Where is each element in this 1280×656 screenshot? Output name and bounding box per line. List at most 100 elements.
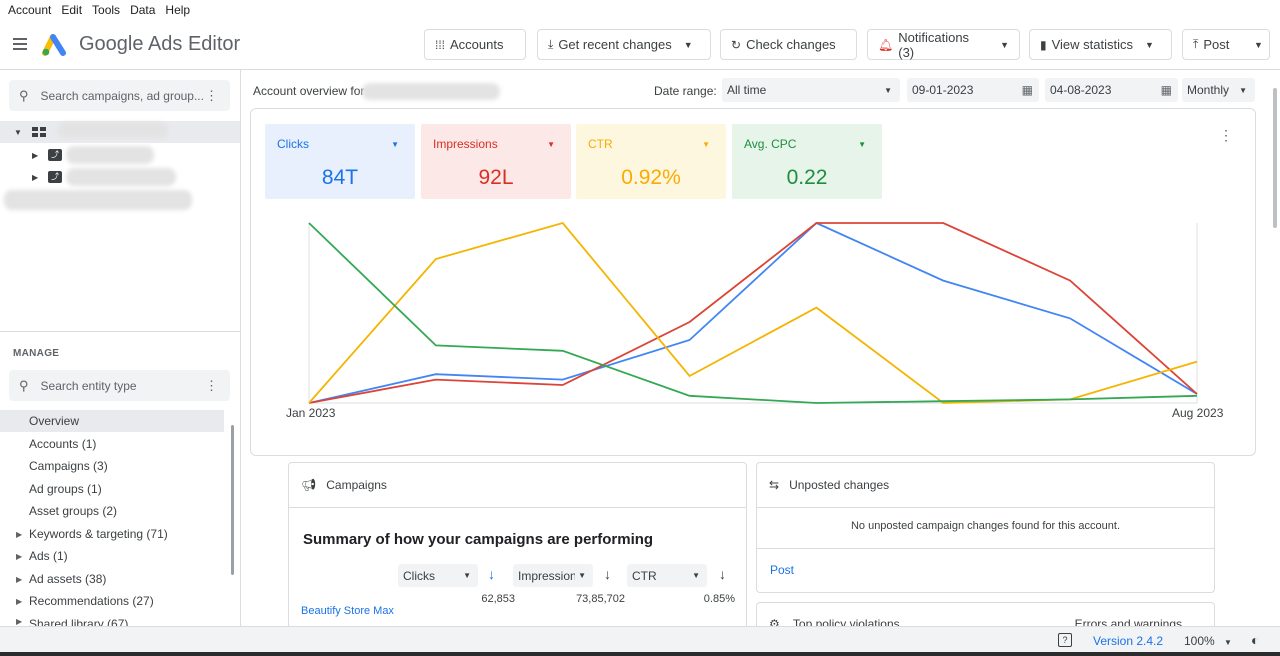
unposted-changes-panel: ⇆ Unposted changes No unposted campaign … xyxy=(756,462,1215,593)
chevron-down-icon: ▼ xyxy=(575,571,586,580)
view-statistics-button[interactable]: ▮ View statistics ▼ xyxy=(1029,29,1172,60)
campaign-search-placeholder: Search campaigns, ad group... xyxy=(40,88,204,103)
more-vert-icon[interactable]: ⋮ xyxy=(1219,127,1233,143)
campaign-tree-item[interactable]: ▶ ⤴ xyxy=(0,166,240,188)
campaign-tree-item[interactable]: ▶ ⤴ xyxy=(0,144,240,166)
sync-icon: ⇆ xyxy=(769,478,780,492)
nav-recommendations[interactable]: ▶ Recommendations (27) xyxy=(0,590,224,612)
hamburger-menu-icon[interactable] xyxy=(13,38,27,50)
version-link[interactable]: Version 2.4.2 xyxy=(1093,634,1164,648)
check-changes-button[interactable]: ↻ Check changes xyxy=(720,29,857,60)
chevron-down-icon: ▼ xyxy=(463,571,471,580)
metric-name: Avg. CPC xyxy=(744,137,797,151)
sort-arrow-icon[interactable]: ↓ xyxy=(488,566,495,582)
menu-help[interactable]: Help xyxy=(165,3,191,17)
chevron-down-icon: ▼ xyxy=(1224,638,1232,647)
post-button[interactable]: ⤒ Post xyxy=(1182,29,1249,60)
help-icon[interactable]: ? xyxy=(1058,633,1072,647)
nav-overview[interactable]: Overview xyxy=(0,410,224,432)
nav-keywords-targeting[interactable]: ▶ Keywords & targeting (71) xyxy=(0,523,224,545)
sort-arrow-icon[interactable]: ↓ xyxy=(719,566,726,582)
more-vert-icon[interactable]: ⋮ xyxy=(205,88,218,103)
errors-warnings-label[interactable]: Errors and warnings xyxy=(1074,617,1182,626)
post-dropdown-icon[interactable]: ▼ xyxy=(1248,29,1270,60)
main-content: Account overview for Date range: All tim… xyxy=(242,70,1280,626)
app-title: Google Ads Editor xyxy=(79,33,241,55)
end-date-input[interactable]: 04-08-2023 ▦ xyxy=(1045,78,1178,102)
metric-card-impressions[interactable]: Impressions ▼ 92L xyxy=(421,124,571,199)
nav-recommendations-label: Recommendations (27) xyxy=(29,594,154,608)
start-date-input[interactable]: 09-01-2023 ▦ xyxy=(907,78,1039,102)
calendar-icon[interactable]: ▦ xyxy=(1021,83,1033,97)
campaign-clicks-value: 62,853 xyxy=(481,593,515,605)
more-vert-icon[interactable]: ⋮ xyxy=(205,378,218,393)
chevron-down-icon[interactable]: ▼ xyxy=(391,140,399,149)
calendar-icon[interactable]: ▦ xyxy=(1160,83,1172,97)
accounts-button[interactable]: ⁞⁞⁞ Accounts xyxy=(424,29,526,60)
nav-asset-groups[interactable]: Asset groups (2) xyxy=(29,504,118,518)
entity-search-input[interactable]: ⚲ Search entity type ⋮ xyxy=(9,370,230,401)
menu-bar: Account Edit Tools Data Help xyxy=(0,0,1280,20)
menu-tools[interactable]: Tools xyxy=(92,3,121,17)
search-icon: ⚲ xyxy=(19,87,29,103)
metric-card-avg-cpc[interactable]: Avg. CPC ▼ 0.22 xyxy=(732,124,882,199)
expand-arrow-icon[interactable]: ▶ xyxy=(16,551,23,561)
left-scrollbar[interactable] xyxy=(231,425,234,575)
metric-card-clicks[interactable]: Clicks ▼ 84T xyxy=(265,124,415,199)
chevron-down-icon[interactable]: ▼ xyxy=(547,140,555,149)
google-ads-logo-icon xyxy=(42,34,66,56)
policy-violations-panel: ⚙ Top policy violations Errors and warni… xyxy=(756,602,1215,626)
granularity-select[interactable]: Monthly ▼ xyxy=(1182,78,1255,102)
campaign-link[interactable]: Beautify Store Max xyxy=(301,605,394,617)
manage-label: MANAGE xyxy=(13,348,60,359)
sort-arrow-icon[interactable]: ↓ xyxy=(604,566,611,582)
chevron-down-icon[interactable]: ▼ xyxy=(1145,39,1154,50)
expand-arrow-icon[interactable]: ▶ xyxy=(16,596,23,606)
nav-ad-groups[interactable]: Ad groups (1) xyxy=(29,482,102,496)
date-range-select[interactable]: All time ▼ xyxy=(722,78,900,102)
chevron-down-icon[interactable]: ▼ xyxy=(858,140,866,149)
column-select-impressions[interactable]: Impressions ▼ xyxy=(513,564,593,587)
main-scrollbar[interactable] xyxy=(1270,70,1280,626)
check-changes-label: Check changes xyxy=(746,37,836,52)
menu-account[interactable]: Account xyxy=(8,3,52,17)
summary-title: Summary of how your campaigns are perfor… xyxy=(303,531,654,548)
grid-icon: ⁞⁞⁞ xyxy=(435,37,446,52)
toolbar: Google Ads Editor ⁞⁞⁞ Accounts ⤓ Get rec… xyxy=(0,20,1280,70)
expand-arrow-icon[interactable]: ▶ xyxy=(16,574,23,584)
nav-ads[interactable]: ▶ Ads (1) xyxy=(0,545,224,567)
performance-chart-card: Clicks ▼ 84T Impressions ▼ 92L CTR ▼ 0.9… xyxy=(250,108,1256,456)
chevron-down-icon[interactable]: ▼ xyxy=(683,39,693,50)
chevron-down-icon[interactable]: ▼ xyxy=(1000,39,1009,50)
expand-arrow-icon[interactable]: ▼ xyxy=(14,127,22,137)
menu-data[interactable]: Data xyxy=(130,3,156,17)
zoom-select[interactable]: 100% ▼ xyxy=(1184,634,1232,648)
column-select-ctr[interactable]: CTR ▼ xyxy=(627,564,707,587)
campaign-impressions-value: 73,85,702 xyxy=(576,593,625,605)
chevron-down-icon[interactable]: ▼ xyxy=(702,140,710,149)
campaign-search-input[interactable]: ⚲ Search campaigns, ad group... ⋮ xyxy=(9,80,230,111)
series-line-clicks xyxy=(308,221,1198,404)
theme-toggle-icon[interactable]: ◐ xyxy=(1251,632,1260,648)
metric-card-ctr[interactable]: CTR ▼ 0.92% xyxy=(576,124,726,199)
campaign-ctr-value: 0.85% xyxy=(703,593,735,605)
expand-arrow-icon[interactable]: ▶ xyxy=(16,529,23,539)
metric-name: Impressions xyxy=(433,137,498,151)
nav-keywords-targeting-label: Keywords & targeting (71) xyxy=(29,527,168,541)
nav-campaigns[interactable]: Campaigns (3) xyxy=(29,459,108,473)
unposted-changes-title: Unposted changes xyxy=(789,478,890,492)
nav-ad-assets-label: Ad assets (38) xyxy=(29,572,107,586)
expand-arrow-icon[interactable]: ▶ xyxy=(32,172,39,182)
expand-arrow-icon[interactable]: ▶ xyxy=(32,150,39,160)
expand-arrow-icon[interactable]: ▶ xyxy=(16,617,23,626)
column-select-clicks[interactable]: Clicks ▼ xyxy=(398,564,478,587)
menu-edit[interactable]: Edit xyxy=(61,3,83,17)
campaigns-panel: 📢︎ Campaigns Summary of how your campaig… xyxy=(288,462,747,626)
get-recent-changes-button[interactable]: ⤓ Get recent changes ▼ xyxy=(537,29,711,60)
nav-shared-library[interactable]: ▶ Shared library (67) xyxy=(0,613,224,626)
post-link[interactable]: Post xyxy=(770,563,795,577)
nav-accounts[interactable]: Accounts (1) xyxy=(29,437,97,451)
notifications-button[interactable]: 🔔︎ Notifications (3) ▼ xyxy=(867,29,1020,60)
series-line-impressions xyxy=(308,222,1198,404)
nav-ad-assets[interactable]: ▶ Ad assets (38) xyxy=(0,568,224,590)
